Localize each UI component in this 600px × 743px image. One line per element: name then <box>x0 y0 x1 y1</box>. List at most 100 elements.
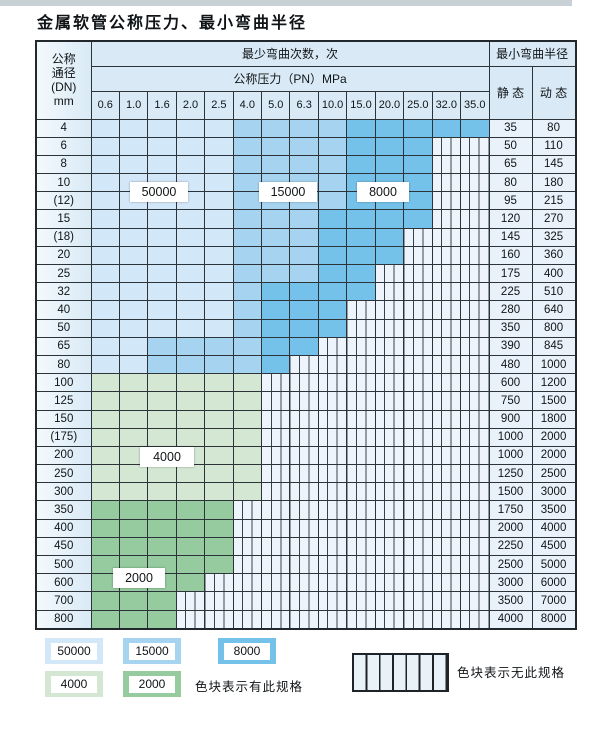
pn-cell-no-spec <box>261 536 291 557</box>
pn-cell-no-spec <box>289 482 319 502</box>
pn-cell-8000 <box>346 118 376 138</box>
dynamic-radius-cell: 7000 <box>531 591 577 611</box>
table-row: 8 65 145 <box>35 154 577 175</box>
pn-cell-no-spec <box>431 373 461 393</box>
pn-cell-no-spec <box>403 591 433 611</box>
pn-cell-50000 <box>90 263 120 284</box>
pn-cell-no-spec <box>459 518 490 538</box>
header-min-radius: 最小弯曲半径 <box>488 40 577 67</box>
pn-cell-4000 <box>118 373 149 393</box>
pn-cell-8000 <box>261 300 291 320</box>
pn-cell-no-spec <box>289 500 319 520</box>
pn-cell-8000 <box>261 336 291 356</box>
dynamic-radius-cell: 3000 <box>531 482 577 502</box>
pn-cell-no-spec <box>232 609 263 630</box>
pn-cell-no-spec <box>261 464 291 484</box>
pn-cell-no-spec <box>403 373 433 393</box>
dynamic-radius-cell: 845 <box>531 336 577 356</box>
dynamic-radius-cell: 110 <box>531 136 577 156</box>
pn-cell-no-spec <box>346 591 376 611</box>
table-row: (18) 145 325 <box>35 227 577 247</box>
pn-cell-no-spec <box>431 354 461 375</box>
pn-cell-4000 <box>90 391 120 411</box>
pn-cell-2000 <box>147 500 177 520</box>
pn-cell-8000 <box>317 300 348 320</box>
pn-cell-no-spec <box>261 445 291 466</box>
pn-cell-no-spec <box>374 391 405 411</box>
dn-cell: 500 <box>35 554 92 575</box>
pn-cell-no-spec <box>403 336 433 356</box>
pn-cell-no-spec <box>346 464 376 484</box>
pn-cell-no-spec <box>459 354 490 375</box>
table-row: 20 160 360 <box>35 245 577 266</box>
pn-cell-8000 <box>289 282 319 302</box>
table-row: (175) 1000 2000 <box>35 427 577 447</box>
pn-cell-no-spec <box>317 591 348 611</box>
static-radius-cell: 1250 <box>488 464 533 484</box>
pn-cell-no-spec <box>459 573 490 593</box>
pn-cell-2000 <box>118 500 149 520</box>
pn-cell-4000 <box>204 445 234 466</box>
pn-cell-no-spec <box>317 445 348 466</box>
dynamic-radius-cell: 3500 <box>531 500 577 520</box>
static-radius-cell: 1000 <box>488 427 533 447</box>
pn-cell-no-spec <box>459 427 490 447</box>
table-row: 400 2000 4000 <box>35 518 577 538</box>
table-row: 50 350 800 <box>35 318 577 338</box>
pn-cell-50000 <box>90 227 120 247</box>
pn-cell-4000 <box>204 373 234 393</box>
pn-cell-15000 <box>147 336 177 356</box>
pn-cell-no-spec <box>403 464 433 484</box>
dn-cell: 700 <box>35 591 92 611</box>
table-row: 100 600 1200 <box>35 373 577 393</box>
pn-cell-50000 <box>204 300 234 320</box>
pn-cell-no-spec <box>431 173 461 193</box>
pn-cell-2000 <box>175 536 206 557</box>
pn-cell-no-spec <box>175 609 206 630</box>
pn-cell-no-spec <box>317 609 348 630</box>
pn-cell-no-spec <box>403 354 433 375</box>
pn-cell-no-spec <box>431 482 461 502</box>
pn-cell-no-spec <box>346 391 376 411</box>
pn-cell-50000 <box>118 118 149 138</box>
pn-cell-no-spec <box>459 409 490 429</box>
pn-cell-50000 <box>118 263 149 284</box>
static-radius-cell: 480 <box>488 354 533 375</box>
pn-cell-4000 <box>175 373 206 393</box>
pn-cell-8000 <box>374 209 405 229</box>
pn-cell-4000 <box>204 464 234 484</box>
pn-cell-15000 <box>317 173 348 193</box>
pn-cell-no-spec <box>374 373 405 393</box>
pn-cell-8000 <box>403 154 433 175</box>
header-pn-value: 4.0 <box>232 90 263 120</box>
pn-cell-8000 <box>317 318 348 338</box>
pn-cell-15000 <box>232 336 263 356</box>
pn-cell-no-spec <box>459 391 490 411</box>
pn-cell-no-spec <box>261 609 291 630</box>
pn-cell-50000 <box>147 245 177 266</box>
pn-cell-8000 <box>261 354 291 375</box>
static-radius-cell: 145 <box>488 227 533 247</box>
dn-cell: 125 <box>35 391 92 411</box>
pn-cell-2000 <box>90 536 120 557</box>
pn-cell-no-spec <box>431 391 461 411</box>
dynamic-radius-cell: 2000 <box>531 445 577 466</box>
pn-cell-4000 <box>175 464 206 484</box>
pn-cell-no-spec <box>403 500 433 520</box>
dn-cell: 350 <box>35 500 92 520</box>
pn-cell-no-spec <box>403 609 433 630</box>
static-radius-cell: 750 <box>488 391 533 411</box>
dn-cell: 600 <box>35 573 92 593</box>
pn-cell-50000 <box>147 282 177 302</box>
pn-cell-no-spec <box>346 536 376 557</box>
pn-cell-no-spec <box>317 500 348 520</box>
pn-cell-no-spec <box>346 300 376 320</box>
static-radius-cell: 80 <box>488 173 533 193</box>
legend-swatch-8000: 8000 <box>218 638 276 664</box>
dn-cell: (18) <box>35 227 92 247</box>
pn-cell-8000 <box>317 227 348 247</box>
table-row: 32 225 510 <box>35 282 577 302</box>
pn-cell-no-spec <box>374 336 405 356</box>
pn-cell-4000 <box>147 409 177 429</box>
pn-cell-50000 <box>175 154 206 175</box>
